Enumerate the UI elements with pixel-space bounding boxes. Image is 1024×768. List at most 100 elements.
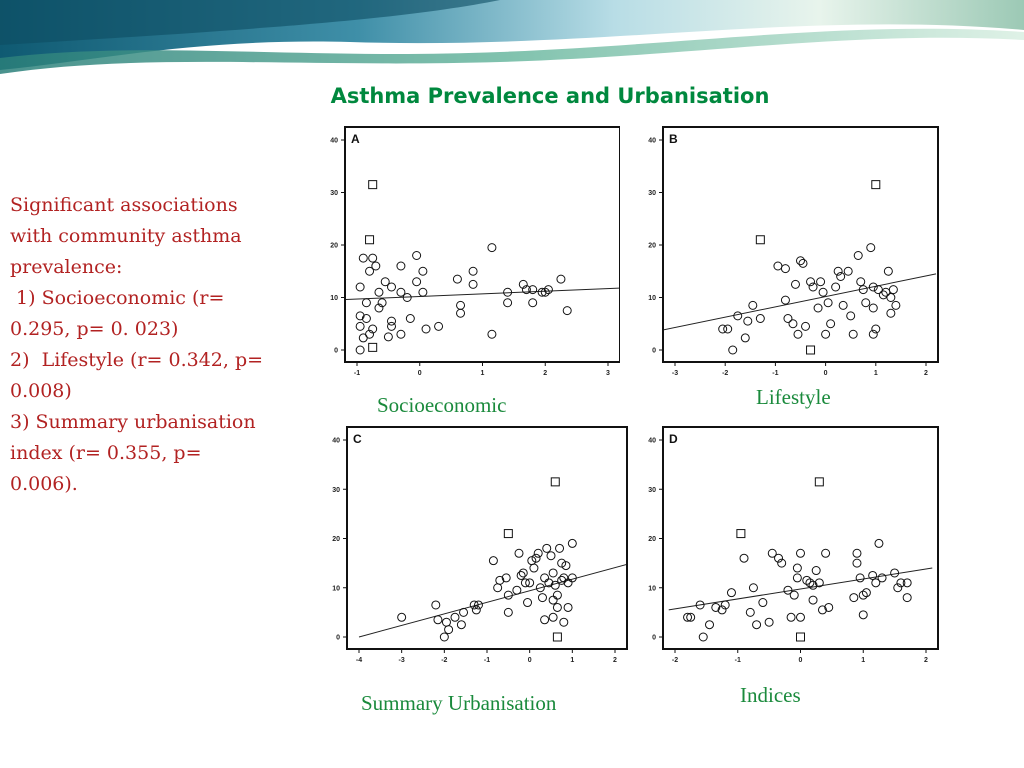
- x-tick-label: 1: [481, 370, 485, 377]
- y-tick-label: 0: [334, 348, 338, 355]
- data-point-circle: [740, 333, 750, 343]
- data-point-circle: [402, 293, 412, 302]
- data-point-circle: [836, 272, 846, 281]
- data-point-circle: [796, 612, 805, 622]
- y-tick-label: 10: [332, 585, 340, 592]
- data-point-circle: [434, 321, 444, 331]
- data-point-circle: [355, 321, 365, 331]
- y-tick-label: 10: [648, 295, 656, 302]
- data-point-circle: [503, 287, 513, 297]
- data-point-circle: [528, 298, 538, 308]
- data-point-circle: [886, 308, 896, 318]
- data-point-circle: [421, 324, 431, 334]
- data-point-circle: [525, 578, 535, 588]
- data-point-circle: [557, 575, 567, 585]
- plot-area: [358, 477, 626, 642]
- data-point-circle: [868, 282, 878, 292]
- chart-panel-d: D 0 10 20 30 40 -2 -1 0 1 2: [630, 425, 940, 680]
- data-point-circle: [540, 615, 550, 625]
- data-point-circle: [748, 583, 758, 593]
- data-point-circle: [891, 300, 901, 310]
- scatter-chart-summary-urbanisation: C 0 10 20 30 40 -4 -3 -2 -1 0 1 2: [332, 426, 628, 664]
- data-point-circle: [764, 617, 774, 627]
- y-tick-label: 40: [648, 138, 656, 145]
- data-point-circle: [361, 314, 371, 323]
- data-point-circle: [745, 607, 755, 617]
- data-point-circle: [537, 593, 547, 603]
- data-point-circle: [743, 316, 753, 326]
- data-point-circle: [355, 345, 365, 355]
- data-point-circle: [528, 285, 538, 295]
- data-point-circle: [468, 279, 478, 289]
- data-point-circle: [705, 620, 715, 630]
- data-point-circle: [695, 600, 705, 610]
- slide-title: Asthma Prevalence and Urbanisation: [330, 84, 770, 108]
- data-point-circle: [698, 632, 708, 642]
- data-point-circle: [383, 332, 393, 342]
- data-point-square: [365, 235, 375, 245]
- data-point-circle: [821, 329, 831, 339]
- data-point-circle: [544, 578, 554, 588]
- data-point-circle: [537, 287, 547, 297]
- data-point-circle: [396, 329, 406, 339]
- data-point-circle: [902, 593, 912, 603]
- data-point-circle: [550, 580, 560, 590]
- data-point-circle: [866, 243, 876, 253]
- panel-letter: A: [351, 132, 360, 146]
- data-point-circle: [556, 274, 566, 284]
- data-point-circle: [890, 568, 900, 578]
- data-point-circle: [783, 314, 793, 323]
- x-tick-label: -1: [354, 370, 360, 377]
- regression-line: [664, 273, 937, 331]
- data-point-circle: [877, 573, 887, 583]
- x-tick-label: -3: [399, 657, 405, 664]
- regression-line: [668, 567, 933, 611]
- data-point-circle: [567, 573, 577, 583]
- x-tick-label: 0: [418, 370, 422, 377]
- data-point-circle: [758, 598, 768, 608]
- data-point-circle: [748, 300, 758, 310]
- findings-line: 0.008): [10, 380, 72, 402]
- data-point-square: [796, 632, 805, 642]
- data-point-circle: [520, 578, 530, 588]
- data-point-circle: [718, 324, 728, 334]
- data-point-square: [814, 477, 824, 487]
- data-point-circle: [557, 558, 567, 568]
- data-point-circle: [858, 285, 868, 295]
- data-point-circle: [433, 615, 443, 625]
- data-point-circle: [858, 590, 868, 600]
- data-point-circle: [833, 266, 843, 276]
- x-tick-label: -2: [441, 657, 447, 664]
- data-point-circle: [495, 575, 505, 585]
- data-point-circle: [808, 580, 818, 590]
- data-point-circle: [387, 282, 397, 292]
- data-point-circle: [397, 612, 407, 622]
- findings-line: 2) Lifestyle (r= 0.342, p=: [10, 349, 264, 371]
- data-point-circle: [686, 612, 696, 622]
- x-tick-label: 1: [861, 657, 865, 664]
- data-point-circle: [559, 617, 569, 627]
- x-tick-label: -1: [484, 657, 490, 664]
- data-point-circle: [361, 298, 371, 308]
- data-point-circle: [796, 548, 805, 558]
- data-point-circle: [562, 306, 572, 316]
- findings-line: with community asthma: [10, 225, 242, 247]
- data-point-circle: [543, 285, 553, 295]
- data-point-circle: [823, 298, 833, 308]
- chart-panel-c: C 0 10 20 30 40 -4 -3 -2 -1 0 1 2: [320, 425, 630, 680]
- caption-lifestyle: Lifestyle: [756, 385, 831, 409]
- plot-frame: [662, 426, 939, 650]
- data-point-circle: [471, 605, 481, 615]
- panel-letter: B: [669, 132, 678, 146]
- chart-panel-a: A 0 10 20 30 40 -1 0 1 2 3: [320, 125, 620, 380]
- header-banner: [0, 0, 1024, 78]
- plot-frame: [662, 126, 939, 363]
- data-point-circle: [726, 588, 736, 598]
- data-point-circle: [371, 261, 381, 271]
- data-point-circle: [456, 300, 466, 310]
- data-point-circle: [888, 285, 898, 295]
- data-point-circle: [418, 287, 428, 297]
- data-point-circle: [533, 548, 543, 558]
- data-point-circle: [817, 605, 827, 615]
- data-point-circle: [377, 298, 387, 308]
